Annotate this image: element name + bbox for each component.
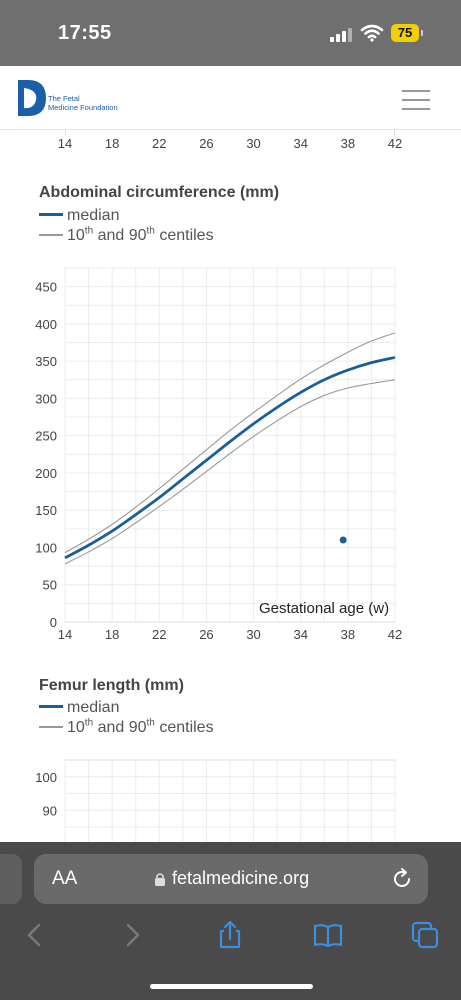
legend-centile-swatch xyxy=(39,234,63,237)
legend-median: median xyxy=(39,207,119,225)
legend-median-swatch xyxy=(39,213,63,217)
logo-text[interactable]: The Fetal Medicine Foundation xyxy=(48,94,118,112)
browser-toolbar: AA fetalmedicine.org xyxy=(0,842,461,1000)
previous-chart-x-axis xyxy=(0,130,461,154)
legend-median-label: median xyxy=(67,207,120,224)
address-bar[interactable]: AA fetalmedicine.org xyxy=(34,854,428,904)
logo-icon[interactable] xyxy=(14,76,50,120)
lock-icon xyxy=(155,873,165,886)
legend-centiles: 10th and 90th centiles xyxy=(39,226,214,245)
share-icon[interactable] xyxy=(215,920,245,950)
legend-median: median xyxy=(39,699,119,717)
forward-icon[interactable] xyxy=(117,920,147,950)
legend-median-label: median xyxy=(67,699,120,716)
url-text[interactable]: fetalmedicine.org xyxy=(172,868,310,888)
legend-median-swatch xyxy=(39,705,63,709)
legend-centile-label: 10th and 90th centiles xyxy=(67,226,214,245)
signal-icon xyxy=(330,28,352,42)
wifi-icon xyxy=(360,24,384,42)
site-header: The Fetal Medicine Foundation xyxy=(0,66,461,130)
legend-centile-label: 10th and 90th centiles xyxy=(67,718,214,737)
status-bar: 17:55 75 xyxy=(0,0,461,66)
reader-aa-button[interactable]: AA xyxy=(52,868,78,889)
tabs-icon[interactable] xyxy=(410,920,440,950)
logo-line-2: Medicine Foundation xyxy=(48,103,118,112)
menu-icon[interactable] xyxy=(402,90,430,110)
reload-icon[interactable] xyxy=(390,867,414,891)
previous-tab-urlbar[interactable] xyxy=(0,854,22,904)
femur-chart: Femur length (mm) median 10th and 90th c… xyxy=(0,670,461,845)
chart-title: Femur length (mm) xyxy=(39,677,184,694)
back-icon[interactable] xyxy=(20,920,50,950)
abdominal-chart: Abdominal circumference (mm) median 10th… xyxy=(0,170,461,660)
legend-centiles: 10th and 90th centiles xyxy=(39,718,214,737)
logo-line-1: The Fetal xyxy=(48,94,80,103)
home-indicator xyxy=(150,984,313,989)
battery-tip xyxy=(421,30,423,36)
x-axis-title: Gestational age (w) xyxy=(259,600,390,617)
legend-centile-swatch xyxy=(39,726,63,729)
status-time: 17:55 xyxy=(58,22,112,44)
bookmarks-icon[interactable] xyxy=(313,920,343,950)
chart-title: Abdominal circumference (mm) xyxy=(39,184,280,201)
battery-icon: 75 xyxy=(391,24,419,42)
